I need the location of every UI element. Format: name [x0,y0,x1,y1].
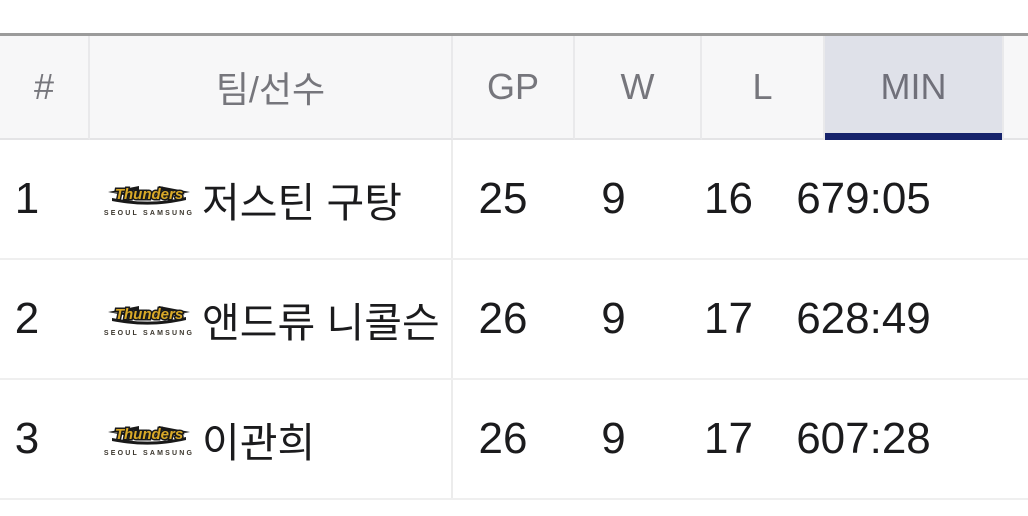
min-value: 607:28 [796,414,931,463]
player-cell: Thunders SEOUL SAMSUNG 저스틴 구탕 [90,140,453,258]
thunders-logo-icon: Thunders [108,184,190,205]
team-logo-caption: SEOUL SAMSUNG [103,209,195,217]
table-top-border [0,33,1028,36]
column-header-min-sorted[interactable]: MIN [825,36,1004,140]
player-cell: Thunders SEOUL SAMSUNG 이관희 [90,380,453,498]
header-filler [1004,36,1028,140]
team-logo-thunders: Thunders SEOUL SAMSUNG [104,182,192,217]
row-filler [1004,260,1028,378]
player-name: 앤드류 니콜슨 [202,300,440,346]
player-name: 이관희 [202,420,316,466]
column-header-l[interactable]: L [702,36,825,140]
gp-value: 26 [478,294,528,343]
l-value: 17 [704,414,753,463]
w-value: 9 [601,294,626,343]
player-row[interactable]: 1 Thunders SEOUL SAMSUNG 저스틴 구탕 25 9 16 … [0,140,1028,260]
w-value: 9 [601,414,626,463]
team-logo-thunders: Thunders SEOUL SAMSUNG [104,422,192,457]
rank-value: 1 [14,174,40,223]
column-header-rank[interactable]: # [0,36,90,140]
min-value: 628:49 [796,294,931,343]
column-header-w[interactable]: W [575,36,702,140]
row-filler [1004,380,1028,498]
team-logo-thunders: Thunders SEOUL SAMSUNG [104,302,192,337]
svg-text:Thunders: Thunders [115,306,183,323]
svg-text:Thunders: Thunders [115,186,183,203]
player-cell: Thunders SEOUL SAMSUNG 앤드류 니콜슨 [90,260,453,378]
thunders-logo-icon: Thunders [108,304,190,325]
player-name: 저스틴 구탕 [202,180,402,226]
rank-value: 2 [14,294,40,343]
team-logo-caption: SEOUL SAMSUNG [103,329,195,337]
l-value: 16 [704,174,753,223]
w-value: 9 [601,174,626,223]
min-value: 679:05 [796,174,931,223]
gp-value: 26 [478,414,528,463]
gp-value: 25 [478,174,528,223]
rank-value: 3 [14,414,40,463]
top-whitespace [0,0,1028,33]
row-filler [1004,140,1028,258]
column-header-gp[interactable]: GP [453,36,575,140]
svg-text:Thunders: Thunders [115,426,183,443]
column-header-player[interactable]: 팀/선수 [90,36,453,140]
player-row[interactable]: 2 Thunders SEOUL SAMSUNG 앤드류 니콜슨 26 9 17… [0,260,1028,380]
team-logo-caption: SEOUL SAMSUNG [103,449,195,457]
table-header-row: # 팀/선수 GP W L MIN [0,36,1028,140]
l-value: 17 [704,294,753,343]
stats-table: # 팀/선수 GP W L MIN 1 Thunders SEOUL SAMSU… [0,36,1028,500]
thunders-logo-icon: Thunders [108,424,190,445]
player-row[interactable]: 3 Thunders SEOUL SAMSUNG 이관희 26 9 17 607… [0,380,1028,500]
